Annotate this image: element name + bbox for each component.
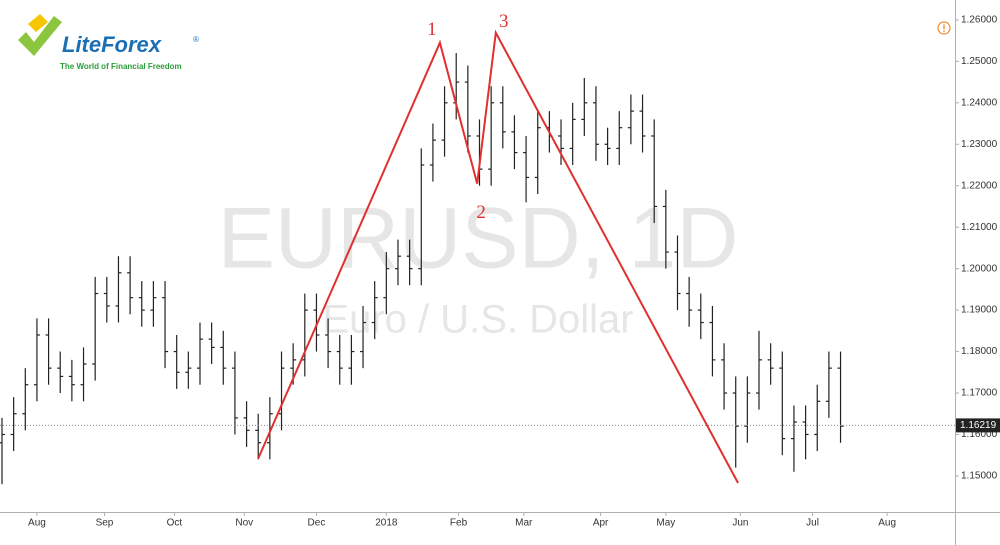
y-tick-label: 1.18000 (961, 346, 998, 357)
alert-circle (937, 21, 951, 35)
alert-dot (943, 30, 945, 32)
x-tick-label: Aug (878, 518, 896, 529)
pattern-label: 3 (499, 11, 509, 32)
y-tick-label: 1.17000 (961, 388, 998, 399)
y-tick-label: 1.15000 (961, 471, 998, 482)
y-tick-label: 1.19000 (961, 305, 998, 316)
x-tick-label: Jun (732, 518, 748, 529)
logo-name: LiteForex (62, 32, 162, 57)
x-tick-label: 2018 (375, 518, 398, 529)
logo-mark: ® (193, 35, 199, 44)
y-tick-label: 1.21000 (961, 222, 998, 233)
y-tick-label: 1.20000 (961, 263, 998, 274)
logo: LiteForex ® The World of Financial Freed… (18, 14, 199, 71)
x-tick-label: Dec (308, 518, 326, 529)
last-price-label: 1.16219 (960, 420, 997, 431)
logo-tagline: The World of Financial Freedom (60, 62, 182, 71)
watermark-title: EURUSD, 1D (218, 191, 739, 287)
watermark-subtitle: Euro / U.S. Dollar (322, 298, 633, 342)
pattern-label: 1 (427, 19, 437, 40)
last-price-box (956, 418, 1000, 433)
y-tick-label: 1.25000 (961, 56, 998, 67)
pattern-line (257, 29, 739, 484)
x-tick-label: Mar (515, 518, 533, 529)
y-tick-label: 1.26000 (961, 15, 998, 26)
x-tick-label: Sep (96, 518, 114, 529)
y-tick-label: 1.16000 (961, 429, 998, 440)
x-tick-label: Apr (593, 518, 609, 529)
x-tick-label: Feb (450, 518, 468, 529)
y-tick-label: 1.23000 (961, 139, 998, 150)
x-tick-label: Oct (167, 518, 183, 529)
logo-icon (18, 16, 62, 56)
pattern-label: 2 (476, 202, 486, 223)
y-tick-label: 1.24000 (961, 97, 998, 108)
alert-icon (937, 21, 951, 35)
x-tick-label: Aug (28, 518, 46, 529)
x-tick-label: May (656, 518, 675, 529)
logo-icon (28, 14, 48, 32)
y-tick-label: 1.22000 (961, 180, 998, 191)
x-tick-label: Jul (806, 518, 819, 529)
x-tick-label: Nov (235, 518, 253, 529)
